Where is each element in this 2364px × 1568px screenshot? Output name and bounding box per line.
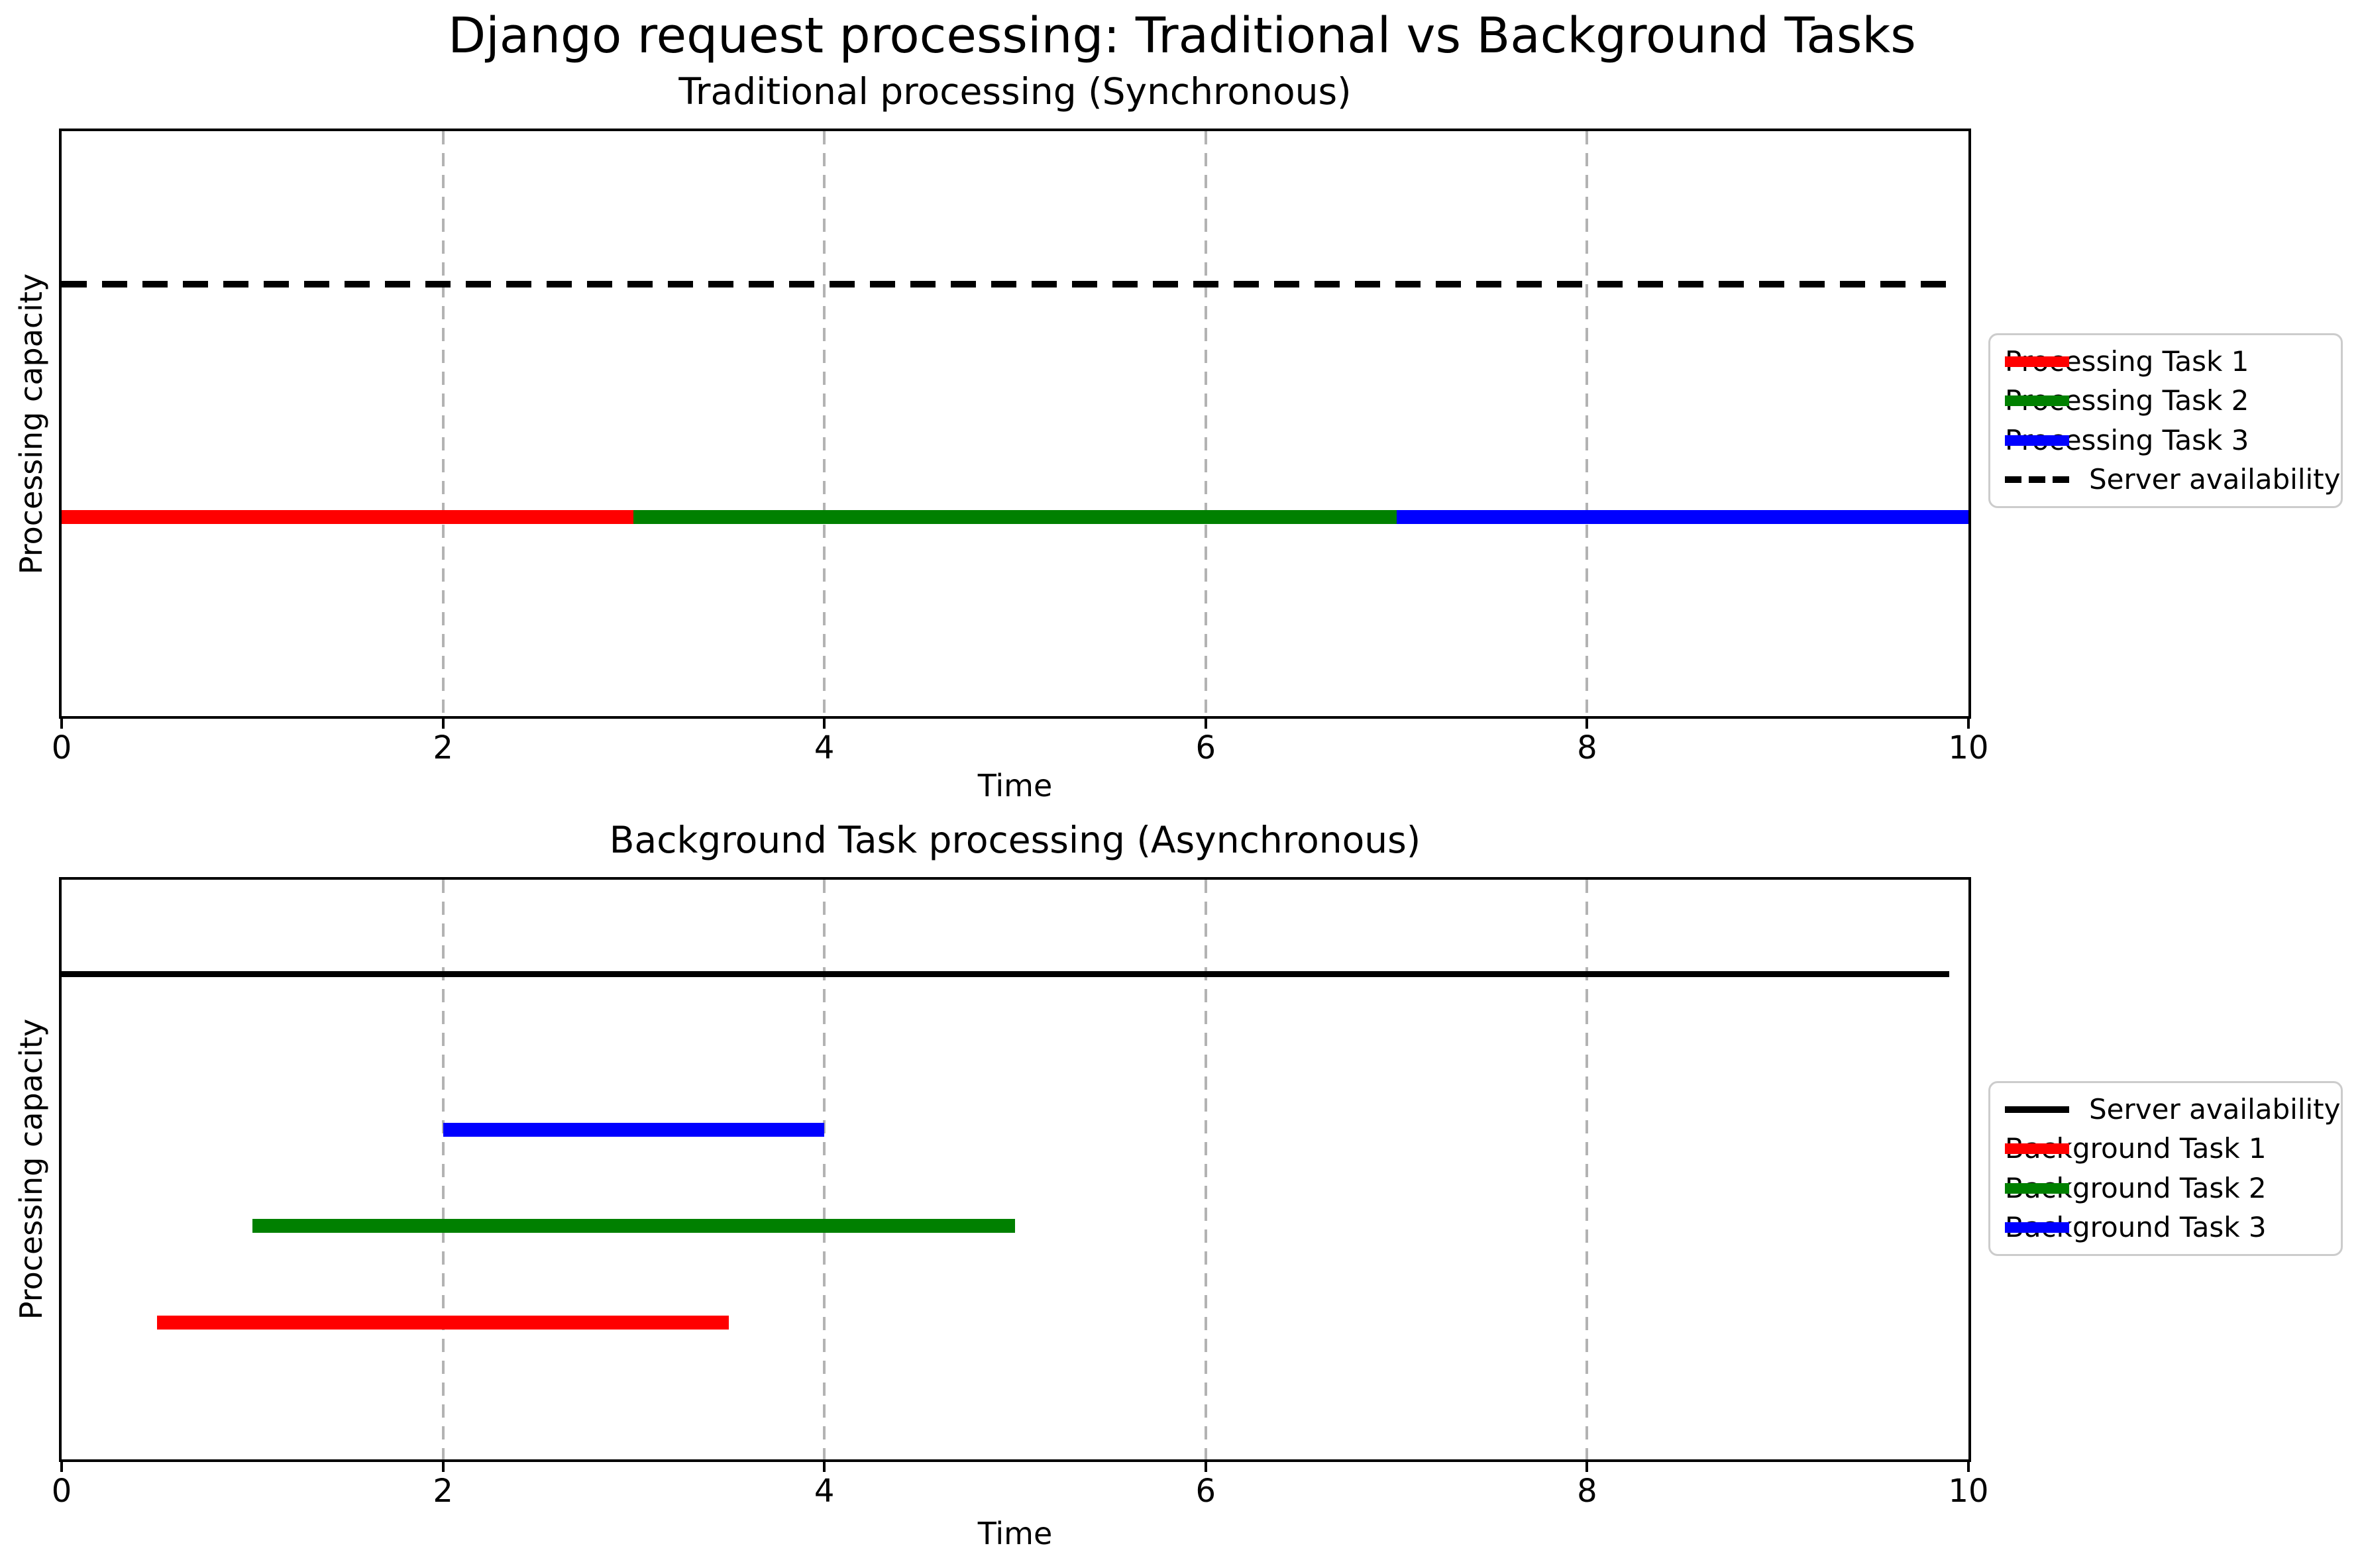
- x-tick-label-0: 0: [51, 729, 72, 766]
- chart-traditional-plot-area: 0 2 4 6 8 10: [52, 129, 1989, 764]
- x-tick-label-4: 4: [814, 729, 835, 766]
- x-tick-mark-8: [1585, 719, 1589, 729]
- x-tick-label-8: 8: [1577, 729, 1597, 766]
- legend-bar-swatch: [2005, 1143, 2069, 1155]
- processing-task-2-bar: [633, 510, 1397, 525]
- x-tick-label-8: 8: [1577, 1473, 1597, 1510]
- x-tick-label-2: 2: [433, 729, 453, 766]
- x-tick-label-4: 4: [814, 1473, 835, 1510]
- gridline-x-4: [823, 880, 826, 1459]
- x-tick-mark-4: [823, 1462, 826, 1472]
- legend-row-server-availability: Server availability: [2005, 1095, 2340, 1124]
- x-tick-mark-2: [441, 1462, 445, 1472]
- x-tick-mark-10: [1967, 1462, 1970, 1472]
- x-tick-label-0: 0: [51, 1473, 72, 1510]
- background-task-2-bar: [252, 1218, 1015, 1233]
- x-tick-label-10: 10: [1948, 1473, 1989, 1510]
- gridline-x-2: [441, 880, 445, 1459]
- background-task-1-bar: [156, 1316, 729, 1330]
- x-tick-mark-8: [1585, 1462, 1589, 1472]
- processing-task-1-bar: [62, 510, 634, 525]
- server-availability-line: [62, 971, 1950, 978]
- chart-traditional-legend: Processing Task 1 Processing Task 2 Proces…: [1988, 333, 2343, 508]
- legend-label: Server availability: [2089, 1092, 2341, 1125]
- x-tick-mark-10: [1967, 719, 1970, 729]
- chart-background-plot-area: 0 2 4 6 8 10: [52, 877, 1989, 1507]
- legend-label: Server availability: [2089, 463, 2341, 496]
- legend-bar-swatch: [2005, 395, 2069, 407]
- legend-row-processing-task-2: Processing Task 2: [2005, 387, 2326, 415]
- server-availability-line: [62, 281, 1950, 288]
- legend-dashed-line-swatch: [2005, 476, 2069, 484]
- background-task-3-bar: [443, 1122, 825, 1137]
- chart-traditional-y-axis-label: Processing capacity: [13, 273, 49, 575]
- x-tick-mark-6: [1204, 719, 1207, 729]
- legend-row-processing-task-3: Processing Task 3: [2005, 426, 2326, 454]
- x-tick-mark-0: [60, 1462, 63, 1472]
- chart-background-title: Background Task processing (Asynchronous…: [609, 819, 1421, 861]
- legend-bar-swatch: [2005, 1182, 2069, 1194]
- legend-row-background-task-1: Background Task 1: [2005, 1135, 2326, 1163]
- gridline-x-4: [823, 131, 826, 716]
- x-tick-mark-4: [823, 719, 826, 729]
- x-tick-mark-0: [60, 719, 63, 729]
- legend-row-background-task-3: Background Task 3: [2005, 1214, 2326, 1241]
- x-tick-label-2: 2: [433, 1473, 453, 1510]
- gridline-x-2: [441, 131, 445, 716]
- legend-row-background-task-2: Background Task 2: [2005, 1174, 2326, 1202]
- gridline-x-6: [1204, 131, 1207, 716]
- x-tick-mark-2: [441, 719, 445, 729]
- processing-task-3-bar: [1396, 510, 1968, 525]
- chart-traditional-x-axis-label: Time: [977, 768, 1053, 804]
- legend-bar-swatch: [2005, 1222, 2069, 1233]
- gridline-x-6: [1204, 880, 1207, 1459]
- chart-background-x-axis-label: Time: [977, 1516, 1053, 1551]
- gridline-x-8: [1585, 131, 1589, 716]
- legend-bar-swatch: [2005, 435, 2069, 446]
- chart-background-y-axis-label: Processing capacity: [13, 1018, 49, 1320]
- x-tick-label-6: 6: [1195, 729, 1216, 766]
- x-tick-mark-6: [1204, 1462, 1207, 1472]
- legend-bar-swatch: [2005, 356, 2069, 367]
- chart-background-legend: Server availability Background Task 1 Back…: [1988, 1081, 2343, 1256]
- legend-row-server-availability: Server availability: [2005, 466, 2340, 494]
- legend-solid-line-swatch: [2005, 1106, 2069, 1113]
- gridline-x-8: [1585, 880, 1589, 1459]
- chart-traditional-title: Traditional processing (Synchronous): [678, 70, 1352, 113]
- x-tick-label-6: 6: [1195, 1473, 1216, 1510]
- legend-row-processing-task-1: Processing Task 1: [2005, 347, 2326, 376]
- x-tick-label-10: 10: [1948, 729, 1989, 766]
- figure-title: Django request processing: Traditional v…: [448, 7, 1916, 64]
